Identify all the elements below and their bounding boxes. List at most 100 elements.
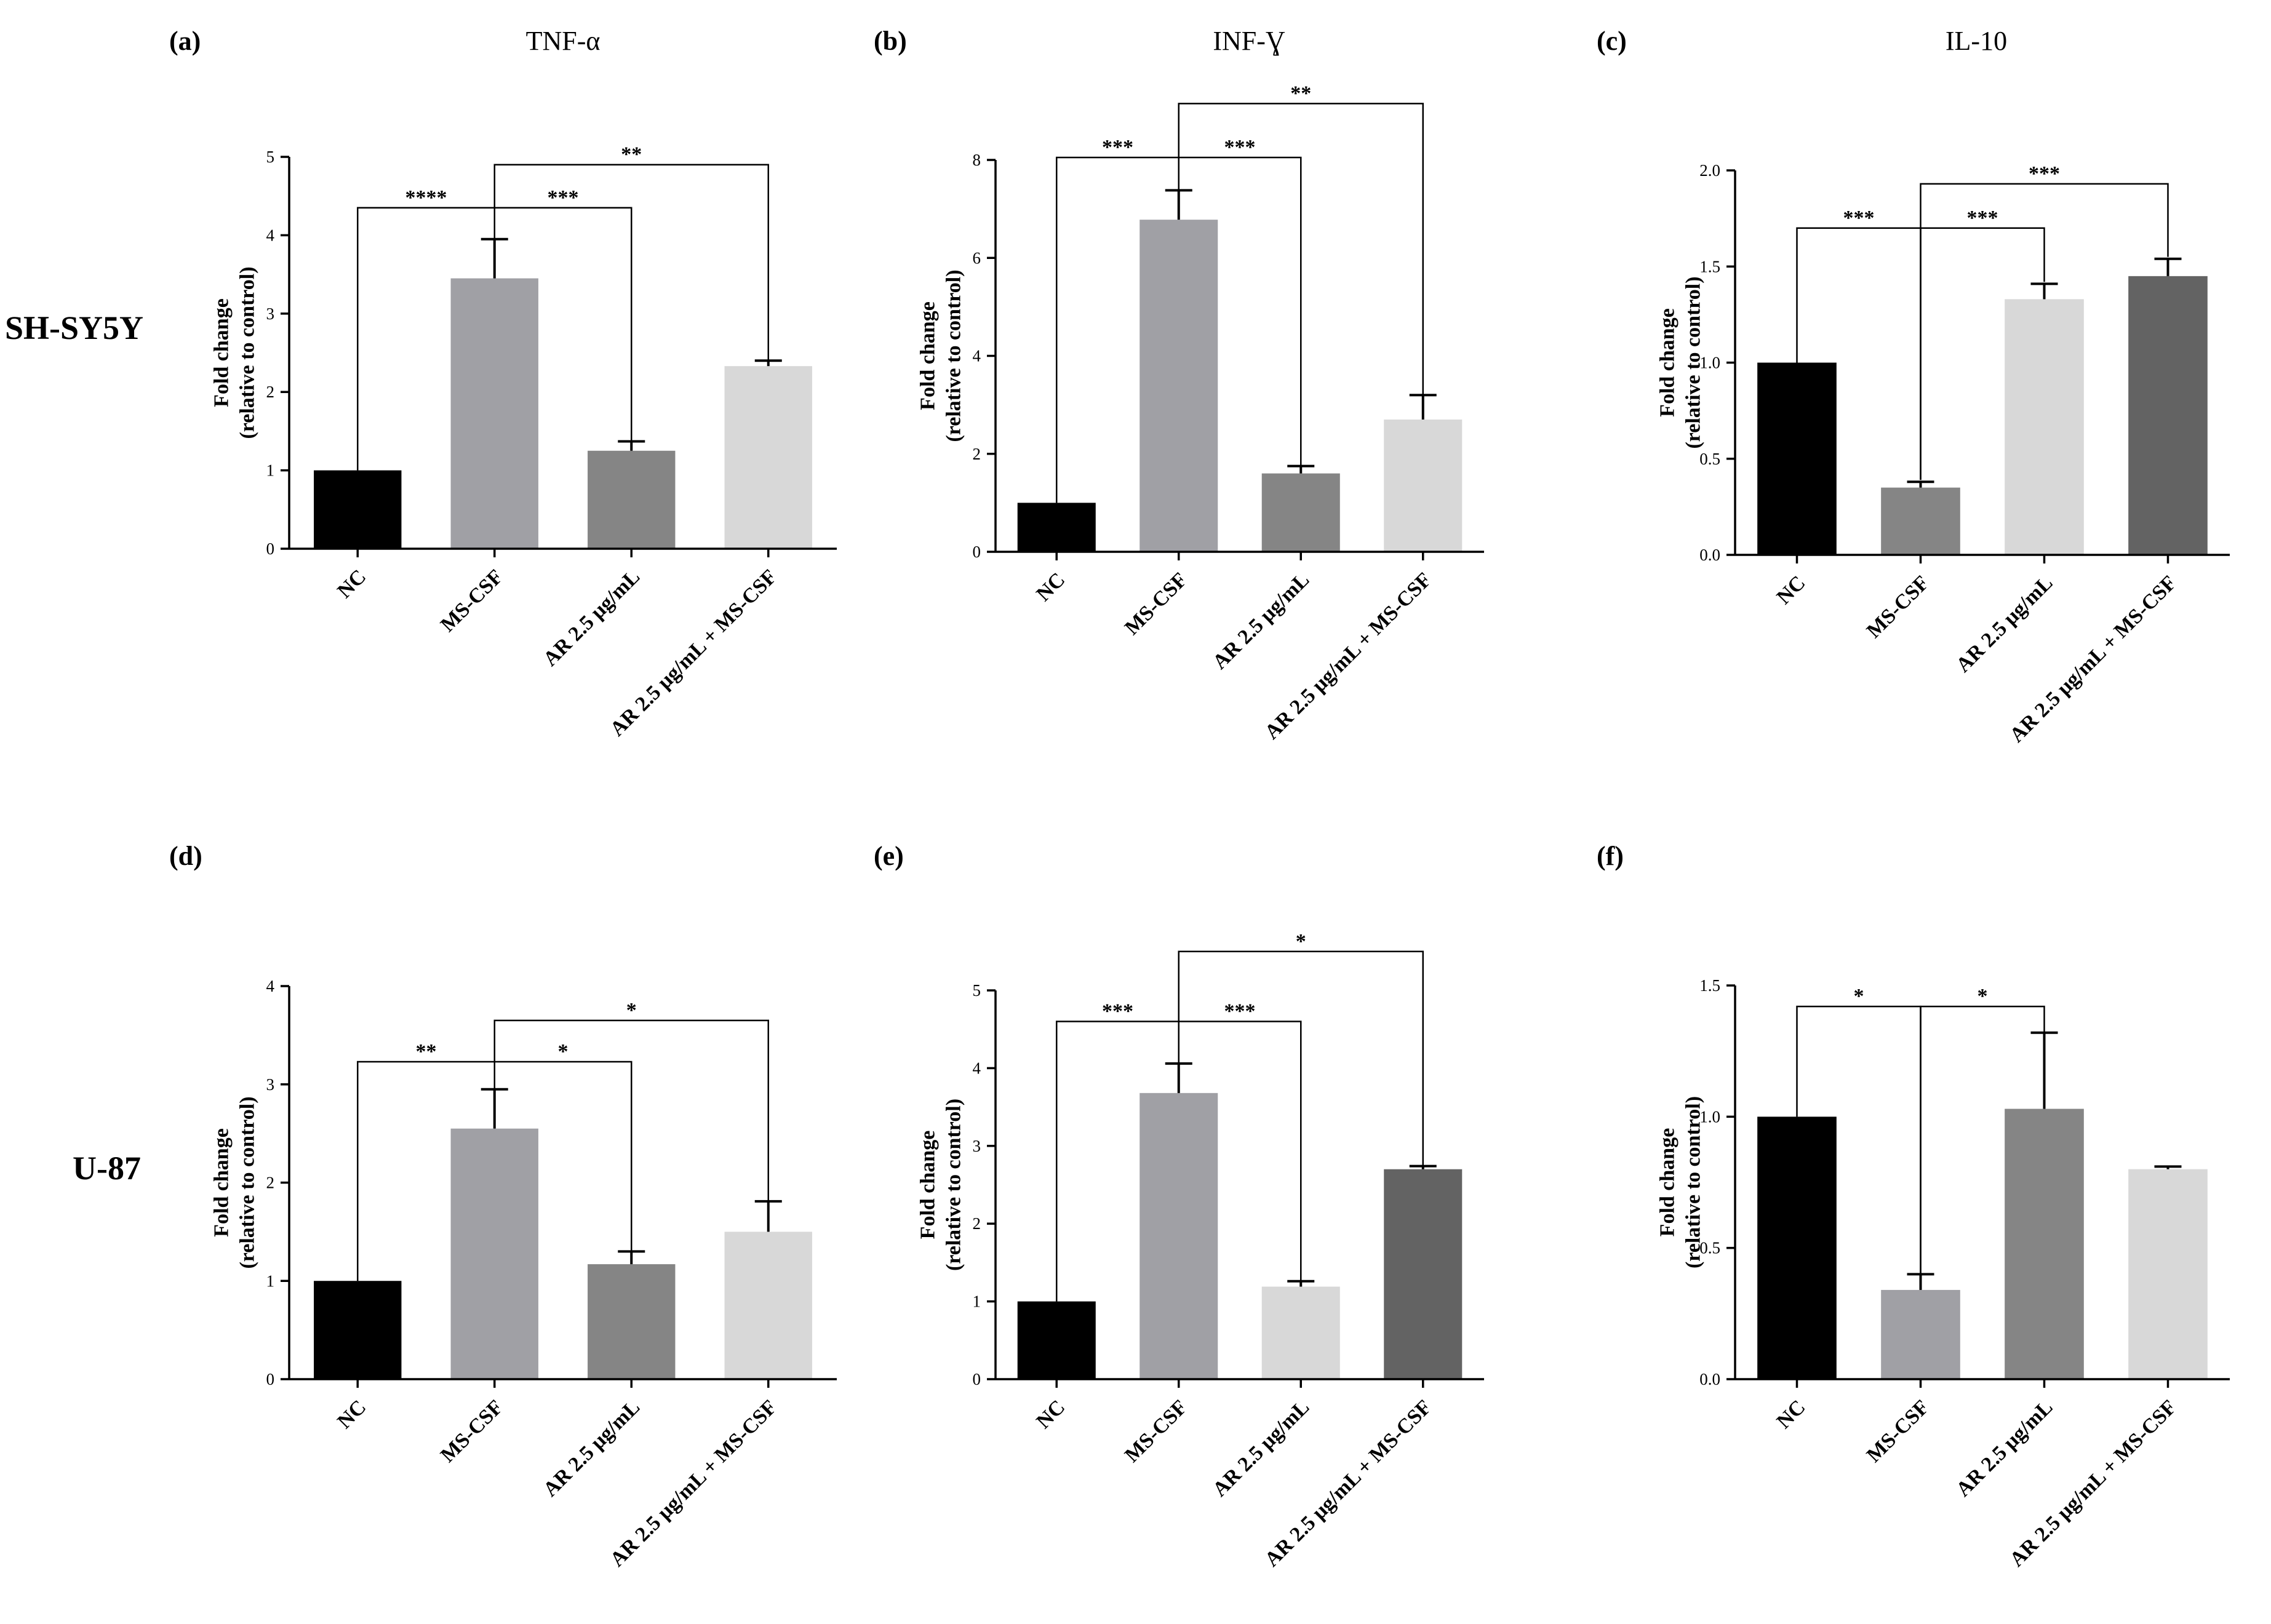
significance-label: **** <box>405 186 447 209</box>
y-tick-label: 2.0 <box>1699 161 1720 180</box>
significance-label: *** <box>1224 1000 1256 1023</box>
x-tick-label: AR 2.5 μg/mL <box>1952 1396 2057 1501</box>
y-tick-label: 0 <box>973 1370 981 1388</box>
y-tick-label: 2 <box>266 383 275 401</box>
panel-letter: (d) <box>169 841 202 871</box>
significance-bracket <box>1920 183 2169 257</box>
y-axis-label: (relative to control) <box>1682 276 1705 448</box>
bar <box>724 1232 812 1379</box>
y-axis-label: (relative to control) <box>1682 1096 1705 1268</box>
chart-title: IL-10 <box>1946 26 2007 56</box>
y-tick-label: 4 <box>266 977 275 995</box>
y-tick-label: 3 <box>266 1075 275 1094</box>
bar <box>724 366 812 549</box>
y-tick-label: 3 <box>266 304 275 323</box>
significance-bracket <box>1920 1005 2045 1275</box>
row-label-sh-sy5y: SH-SY5Y <box>5 309 144 346</box>
y-tick-label: 1.0 <box>1699 1107 1720 1126</box>
chart-panel-3: (c) IL-10 0.0 0.5 1.0 1.5 2.0 NC MS-CSF AR 2.5 μg… <box>1597 26 2230 747</box>
x-tick-label: NC <box>1773 1396 1810 1433</box>
y-axis-label: (relative to control) <box>236 1096 259 1268</box>
y-tick-label: 1 <box>266 461 275 480</box>
significance-bracket <box>1178 950 1424 1166</box>
significance-bracket <box>493 1061 633 1251</box>
bar <box>1139 1093 1218 1379</box>
significance-bracket <box>1178 103 1424 394</box>
x-tick-label: NC <box>1773 571 1810 609</box>
significance-label: *** <box>1843 207 1875 229</box>
bar <box>588 1264 676 1379</box>
y-tick-label: 2 <box>973 1214 981 1233</box>
panel-letter: (a) <box>169 26 201 56</box>
significance-bracket <box>1920 227 2045 480</box>
y-axis-label: (relative to control) <box>943 1099 965 1271</box>
x-tick-label: NC <box>333 1396 370 1433</box>
y-tick-label: 1.0 <box>1699 354 1720 372</box>
y-tick-label: 0.0 <box>1699 546 1720 564</box>
bar <box>2128 276 2208 555</box>
x-tick-label: NC <box>333 565 370 603</box>
significance-label: *** <box>1102 1000 1133 1023</box>
bar <box>1881 487 1960 555</box>
bar <box>1384 1169 1463 1379</box>
y-tick-label: 1 <box>266 1272 275 1290</box>
x-tick-label: MS-CSF <box>1862 1396 1934 1467</box>
significance-bracket <box>1178 1021 1302 1281</box>
x-tick-label: NC <box>1032 1396 1069 1433</box>
significance-label: *** <box>548 186 579 209</box>
y-axis-label: Fold change <box>210 1128 233 1237</box>
y-axis-label: Fold change <box>917 1131 940 1240</box>
panel-letter: (f) <box>1597 841 1624 871</box>
bar <box>1017 1301 1096 1379</box>
panel-letter: (c) <box>1597 26 1627 56</box>
bar <box>314 470 402 549</box>
y-tick-label: 0.5 <box>1699 450 1720 468</box>
chart-title: TNF-α <box>526 26 601 56</box>
x-tick-label: AR 2.5 μg/mL <box>1208 1396 1314 1501</box>
bar <box>1881 1289 1960 1379</box>
y-tick-label: 2 <box>266 1174 275 1192</box>
significance-bracket <box>1178 156 1302 466</box>
y-tick-label: 4 <box>973 1059 981 1077</box>
bar <box>1261 1286 1340 1379</box>
y-tick-label: 1 <box>973 1292 981 1311</box>
y-tick-label: 0 <box>266 539 275 558</box>
bar <box>2005 1109 2084 1379</box>
x-tick-label: MS-CSF <box>1120 1396 1192 1467</box>
significance-label: ** <box>1290 82 1311 105</box>
bar <box>314 1281 402 1379</box>
significance-label: *** <box>1102 136 1133 159</box>
y-tick-label: 1.5 <box>1699 976 1720 995</box>
bar <box>588 450 676 549</box>
panel-letter: (b) <box>874 26 907 56</box>
x-tick-label: MS-CSF <box>436 1396 508 1467</box>
significance-label: * <box>558 1040 569 1063</box>
bar <box>2005 299 2084 555</box>
y-tick-label: 2 <box>973 445 981 463</box>
bar <box>1139 220 1218 552</box>
panel-letter: (e) <box>874 841 904 871</box>
y-tick-label: 3 <box>973 1137 981 1155</box>
significance-bracket <box>493 1019 769 1201</box>
bar <box>1261 473 1340 552</box>
bar <box>450 1128 538 1379</box>
bar <box>1017 503 1096 552</box>
bar <box>450 278 538 549</box>
bar <box>2128 1169 2208 1379</box>
significance-label: ** <box>621 143 642 166</box>
y-tick-label: 4 <box>973 347 981 365</box>
x-tick-label: AR 2.5 μg/mL <box>539 565 644 671</box>
y-tick-label: 4 <box>266 226 275 244</box>
significance-label: * <box>626 999 637 1022</box>
x-tick-label: MS-CSF <box>436 565 508 637</box>
significance-label: *** <box>1224 136 1256 159</box>
bar <box>1384 420 1463 552</box>
x-tick-label: NC <box>1032 568 1069 606</box>
significance-label: * <box>1296 930 1306 953</box>
x-tick-label: MS-CSF <box>1120 568 1192 640</box>
